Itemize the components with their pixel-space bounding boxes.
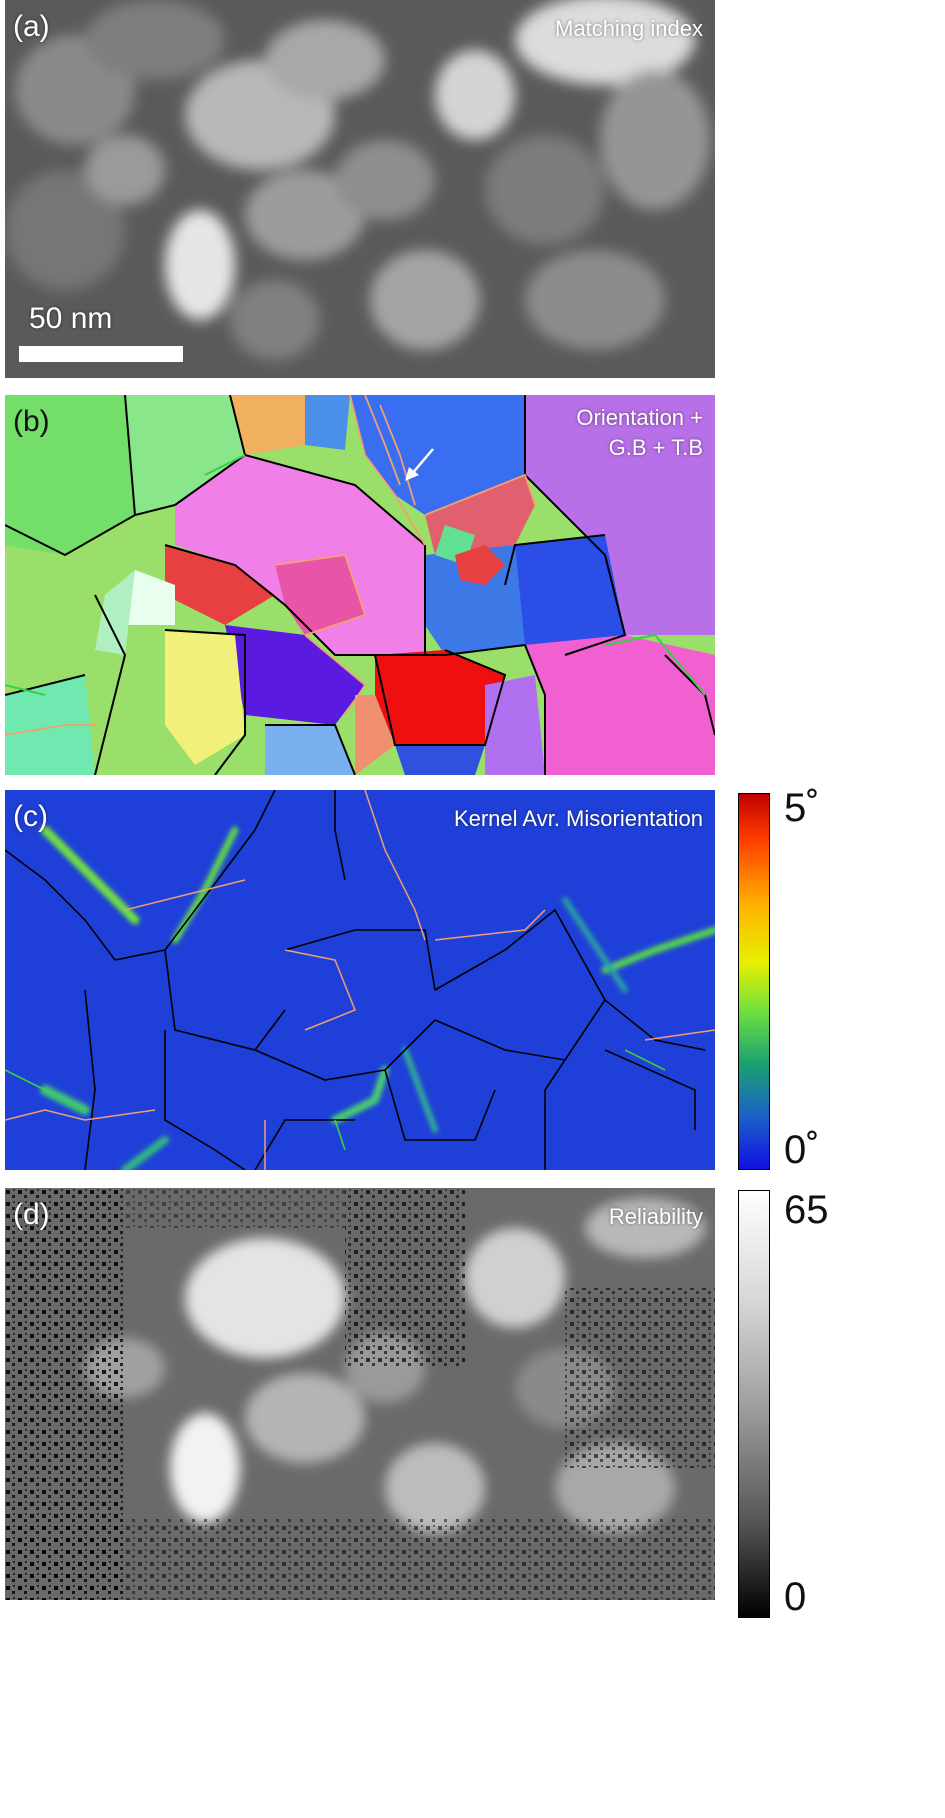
panel-b-title-line2: G.B + T.B (608, 434, 703, 460)
panel-a-label: (a) (13, 10, 50, 43)
kam-colorbar-max-label: 5˚ (784, 786, 820, 830)
orientation-image (5, 395, 715, 775)
panel-c-title: Kernel Avr. Misorientation (453, 806, 703, 831)
arrow-icon (405, 448, 434, 481)
kam-image (5, 790, 715, 1170)
scale-bar: 50 nm (19, 302, 185, 362)
reliability-map: (d) Reliability (5, 1188, 715, 1600)
kam-map: (c) Kernel Avr. Misorientation (5, 790, 715, 1170)
panel-b-title-line1: Orientation + (576, 405, 703, 430)
reliability-image (5, 1188, 715, 1600)
panel-d-label: (d) (13, 1198, 50, 1231)
kam-colorbar (738, 793, 770, 1170)
matching-index-image (5, 0, 715, 378)
kam-colorbar-min-label: 0˚ (784, 1128, 820, 1172)
panel-a-title: Matching index (555, 16, 703, 41)
scale-bar-line (19, 346, 183, 362)
matching-index-map: (a) Matching index 50 nm (5, 0, 715, 378)
orientation-map: (b) Orientation + G.B + T.B (5, 395, 715, 775)
panel-d-title: Reliability (608, 1204, 703, 1229)
panel-b-label: (b) (13, 405, 50, 438)
reliability-colorbar (738, 1190, 770, 1618)
reliability-colorbar-max-label: 65 (784, 1188, 829, 1232)
scale-bar-label: 50 nm (29, 302, 113, 335)
reliability-colorbar-min-label: 0 (784, 1575, 807, 1619)
panel-b-title: Orientation + G.B + T.B (576, 403, 703, 462)
panel-c-label: (c) (13, 800, 48, 833)
